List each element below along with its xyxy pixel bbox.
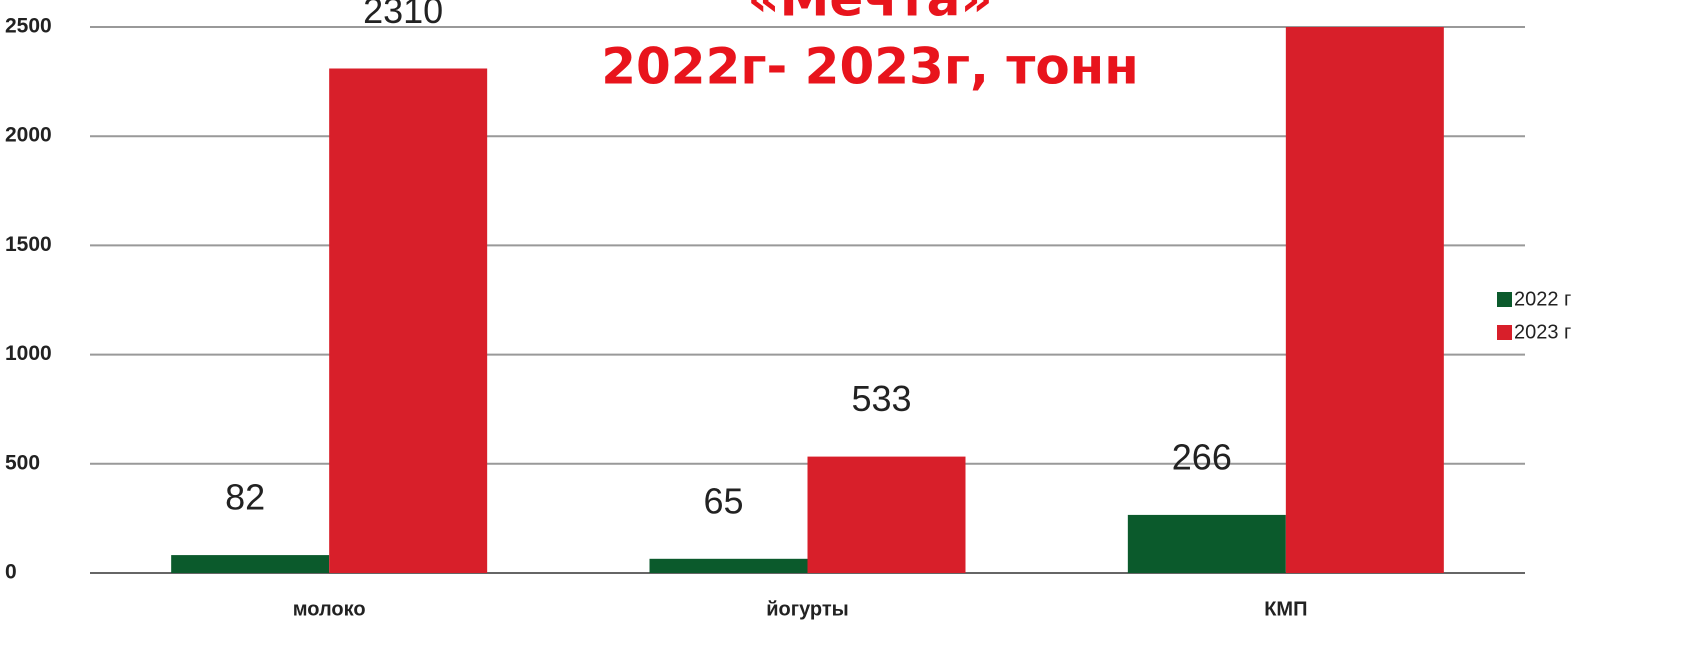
y-tick-label: 500 [5,451,40,474]
y-tick-label: 1000 [5,342,52,365]
x-tick-label: КМП [1264,598,1307,620]
bar [807,456,966,573]
legend-swatch [1497,292,1512,307]
y-tick-label: 0 [5,561,17,584]
data-label: 65 [703,480,743,521]
bar [1285,27,1444,573]
bar [171,555,330,573]
chart-subtitle: 2022г- 2023г, тонн [601,38,1139,96]
legend-label: 2022 г [1514,288,1571,310]
legend-swatch [1497,325,1512,340]
x-tick-label: йогурты [766,598,849,620]
y-tick-label: 1500 [5,233,52,256]
y-tick-label: 2000 [5,124,52,147]
data-label: 2310 [363,0,443,31]
bar [329,68,488,573]
x-tick-label: молоко [293,598,366,620]
bar [649,558,808,573]
y-tick-label: 2500 [5,15,52,38]
bar [1127,514,1286,573]
chart-title: «Мечта» [747,0,992,28]
legend-label: 2023 г [1514,321,1571,343]
data-label: 82 [225,477,265,518]
data-label: 533 [851,378,911,419]
data-label: 266 [1172,436,1232,477]
